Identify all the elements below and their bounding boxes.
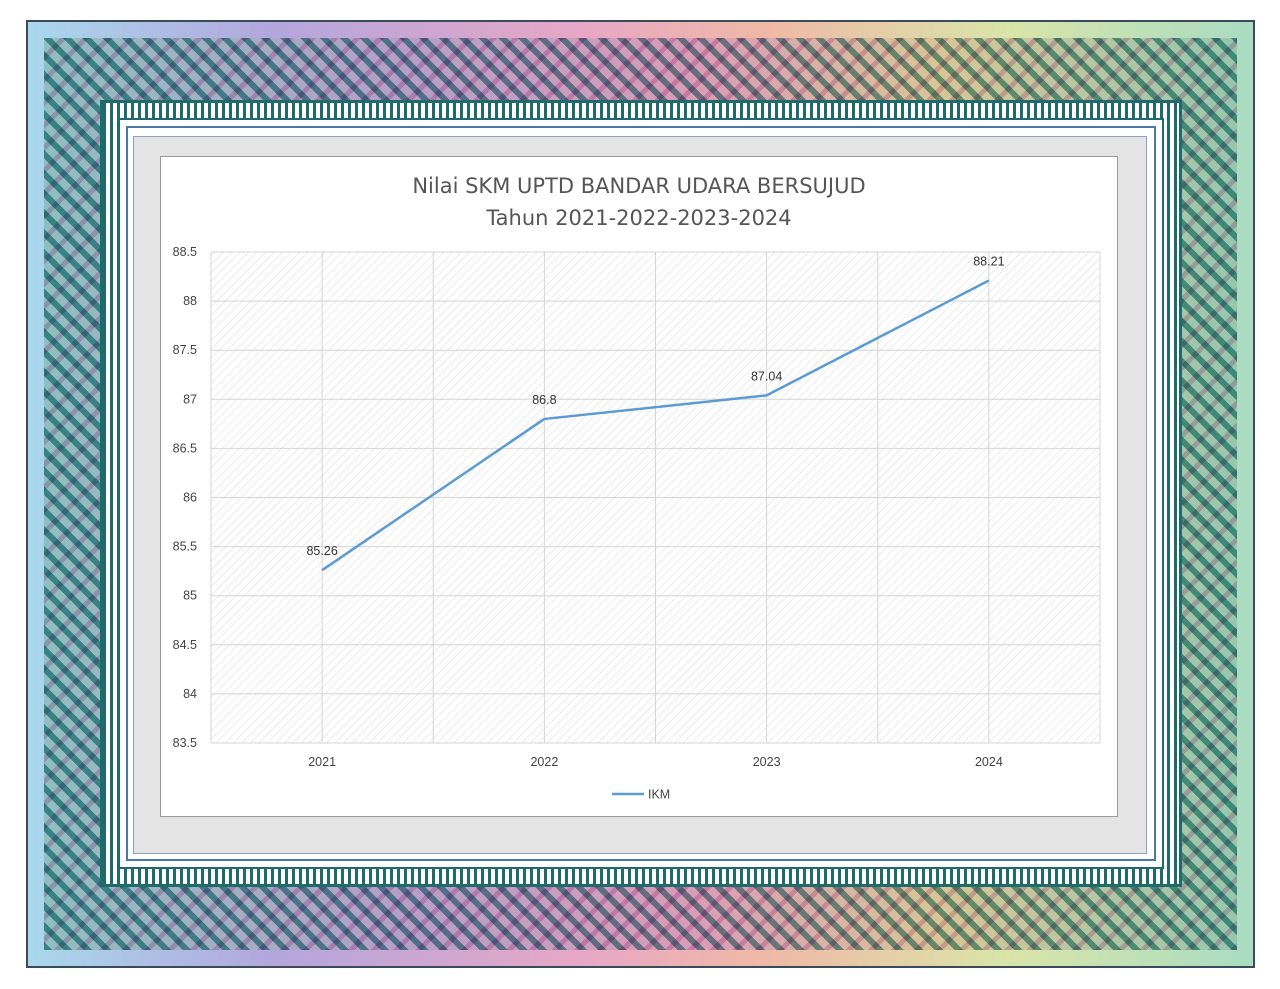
series-line-ikm	[321, 279, 990, 572]
data-label: 88.21	[973, 254, 1004, 268]
chart-subtitle: Tahun 2021-2022-2023-2024	[486, 206, 792, 230]
gridlines	[210, 251, 1101, 744]
x-tick-label: 2023	[753, 755, 781, 769]
y-tick-label: 85.5	[173, 540, 197, 554]
series-layer	[321, 279, 990, 572]
data-label: 85.26	[306, 544, 337, 558]
y-tick-label: 87	[183, 392, 197, 406]
y-tick-label: 83.5	[173, 736, 197, 750]
y-tick-label: 85	[183, 589, 197, 603]
x-tick-label: 2024	[975, 755, 1003, 769]
chart-title: Nilai SKM UPTD BANDAR UDARA BERSUJUD	[412, 174, 866, 198]
data-label: 86.8	[532, 393, 556, 407]
y-tick-label: 84.5	[173, 638, 197, 652]
y-tick-label: 84	[183, 687, 197, 701]
y-tick-label: 86	[183, 491, 197, 505]
y-tick-label: 87.5	[173, 343, 197, 357]
x-tick-label: 2022	[530, 755, 558, 769]
chart-title-block: Nilai SKM UPTD BANDAR UDARA BERSUJUD Tah…	[160, 170, 1118, 234]
data-label: 87.04	[751, 369, 782, 383]
legend: IKM	[612, 788, 670, 802]
y-tick-label: 88.5	[173, 245, 197, 259]
legend-label: IKM	[648, 788, 670, 802]
x-tick-label: 2021	[308, 755, 336, 769]
data-labels: 85.26 86.8 87.04 88.21	[306, 254, 1004, 558]
y-tick-label: 88	[183, 294, 197, 308]
y-tick-label: 86.5	[173, 441, 197, 455]
axis-labels: 83.5 84 84.5 85 85.5 86 86.5 87 87.5 88 88.5 2021 20…	[173, 245, 1003, 769]
